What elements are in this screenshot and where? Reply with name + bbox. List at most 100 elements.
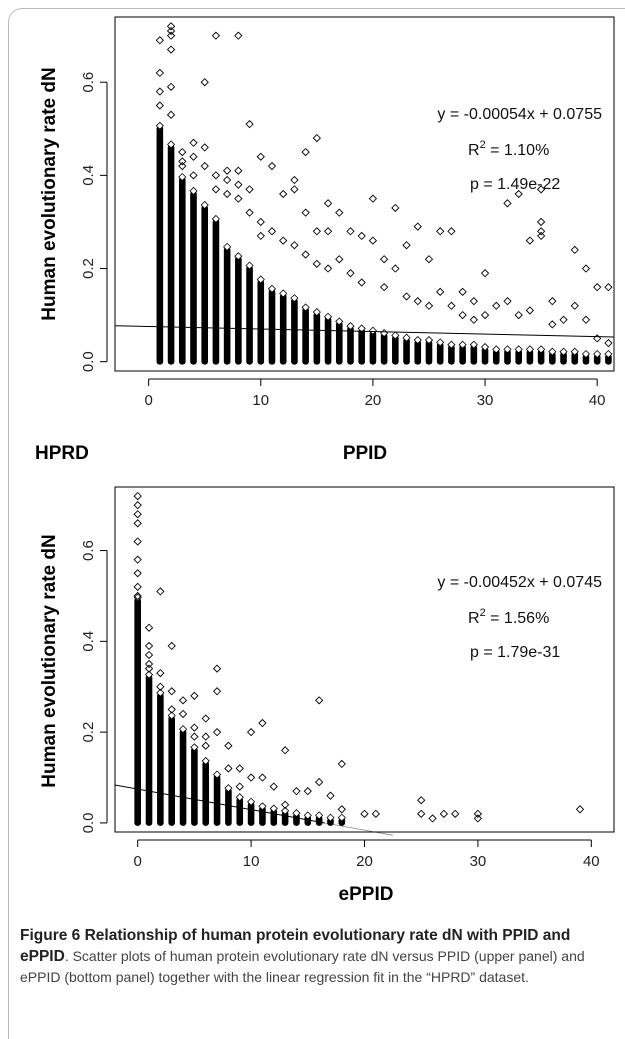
- bottom-regression-line-faint: [324, 822, 393, 836]
- upper-scatter-point: [256, 217, 265, 227]
- upper-dense-column: [436, 342, 444, 365]
- upper-scatter-point: [290, 185, 299, 194]
- upper-scatter-chart: 0.0 0.2 0.4 0.6 0 10 20 30 40 Human evolutionar…: [35, 16, 615, 464]
- upper-dense-column: [571, 351, 579, 365]
- upper-dense-top-point: [469, 340, 478, 349]
- bottom-x-axis-label: ePPID: [339, 884, 394, 905]
- bottom-scatter-point: [246, 773, 256, 782]
- upper-scatter-point: [245, 208, 254, 217]
- upper-x-tick-label: 20: [365, 392, 382, 409]
- bottom-p-value: p = 1.79e-31: [470, 644, 560, 661]
- upper-scatter-point: [480, 269, 490, 278]
- upper-scatter-point: [234, 180, 243, 189]
- bottom-dense-top-point: [144, 670, 154, 679]
- upper-dense-column: [504, 349, 511, 365]
- bottom-outlier-points: [133, 491, 585, 823]
- upper-scatter-point: [211, 31, 221, 40]
- upper-equation: y = -0.00054x + 0.0755: [437, 106, 602, 123]
- upper-scatter-point: [391, 264, 400, 273]
- upper-scatter-point: [536, 231, 546, 241]
- upper-scatter-point: [570, 301, 579, 310]
- upper-dense-top-point: [593, 349, 602, 359]
- bottom-regression-line: [114, 784, 325, 824]
- bottom-scatter-point: [133, 555, 142, 564]
- upper-dense-column: [605, 354, 612, 365]
- bottom-y-axis-label: Human evolutionary rate dN: [39, 534, 60, 787]
- upper-scatter-point: [458, 310, 467, 320]
- upper-scatter-point: [514, 189, 523, 199]
- upper-dense-top-point: [301, 303, 310, 312]
- upper-scatter-point: [256, 152, 265, 161]
- bottom-dense-top-point: [326, 813, 335, 822]
- upper-dense-column: [302, 307, 309, 365]
- upper-dense-top-point: [200, 200, 209, 210]
- bottom-dense-column: [304, 815, 312, 826]
- upper-scatter-point: [222, 189, 232, 199]
- bottom-scatter-point: [133, 537, 142, 546]
- bottom-x-axis: 0 10 20 30 40: [134, 839, 600, 870]
- upper-scatter-point: [604, 283, 613, 292]
- bottom-y-axis: 0.0 0.2 0.4 0.6: [80, 540, 108, 833]
- upper-scatter-point: [155, 68, 164, 78]
- upper-scatter-point: [402, 292, 411, 301]
- bottom-scatter-point: [269, 782, 278, 791]
- upper-outlier-points: [155, 22, 613, 348]
- upper-x-tick-label: 40: [589, 392, 606, 409]
- upper-scatter-point: [155, 101, 164, 110]
- upper-scatter-point: [379, 255, 389, 264]
- bottom-scatter-point: [201, 732, 210, 741]
- bottom-scatter-point: [212, 687, 222, 696]
- caption-title-period: .: [64, 948, 69, 964]
- bottom-scatter-point: [167, 687, 176, 696]
- bottom-scatter-point: [201, 714, 210, 723]
- bottom-dense-top-point: [303, 811, 312, 820]
- upper-dense-top-point: [368, 326, 377, 335]
- bottom-dense-column: [179, 729, 187, 826]
- upper-dense-top-point: [335, 317, 344, 326]
- upper-scatter-point: [593, 334, 602, 343]
- upper-dense-top-point: [548, 347, 557, 356]
- upper-scatter-point: [312, 227, 321, 236]
- bottom-scatter-point: [337, 759, 346, 769]
- bottom-scatter-point: [280, 746, 290, 755]
- upper-scatter-point: [301, 147, 310, 157]
- upper-dense-column: [369, 330, 377, 365]
- upper-dense-top-point: [413, 335, 422, 345]
- upper-dense-top-point: [256, 275, 265, 284]
- bottom-scatter-point: [201, 741, 210, 750]
- bottom-scatter-point: [473, 809, 483, 818]
- upper-scatter-point: [312, 259, 321, 269]
- upper-dense-top-point: [357, 324, 366, 333]
- upper-scatter-point: [436, 287, 445, 296]
- upper-scatter-point: [379, 283, 389, 292]
- upper-scatter-point: [211, 185, 221, 194]
- upper-scatter-point: [570, 245, 579, 255]
- upper-scatter-point: [368, 194, 378, 203]
- bottom-scatter-point: [326, 791, 335, 800]
- upper-y-tick-label: 0.4: [80, 165, 97, 186]
- bottom-scatter-point: [337, 805, 346, 814]
- bottom-scatter-point: [133, 569, 142, 578]
- bottom-dense-top-point: [190, 743, 199, 752]
- upper-dense-top-point: [492, 345, 501, 354]
- bottom-scatter-point: [156, 682, 165, 691]
- upper-scatter-point: [178, 147, 187, 157]
- bottom-scatter-point: [280, 800, 290, 809]
- bottom-dense-column: [270, 808, 278, 826]
- bottom-dense-columns: [133, 593, 346, 826]
- upper-dense-top-point: [189, 186, 198, 196]
- upper-scatter-point: [200, 78, 209, 87]
- bottom-scatter-point: [133, 591, 142, 601]
- upper-scatter-point: [346, 269, 355, 278]
- upper-plot-area: [114, 16, 615, 372]
- upper-dense-top-point: [559, 347, 568, 356]
- upper-dense-top-point: [424, 335, 434, 345]
- bottom-scatter-point: [144, 664, 154, 673]
- upper-dense-top-point: [436, 338, 445, 347]
- upper-scatter-point: [290, 175, 299, 185]
- upper-scatter-point: [525, 236, 535, 245]
- upper-scatter-point: [178, 161, 187, 171]
- upper-scatter-point: [402, 241, 411, 250]
- upper-scatter-point: [536, 217, 546, 227]
- bottom-x-tick-label: 40: [583, 853, 600, 870]
